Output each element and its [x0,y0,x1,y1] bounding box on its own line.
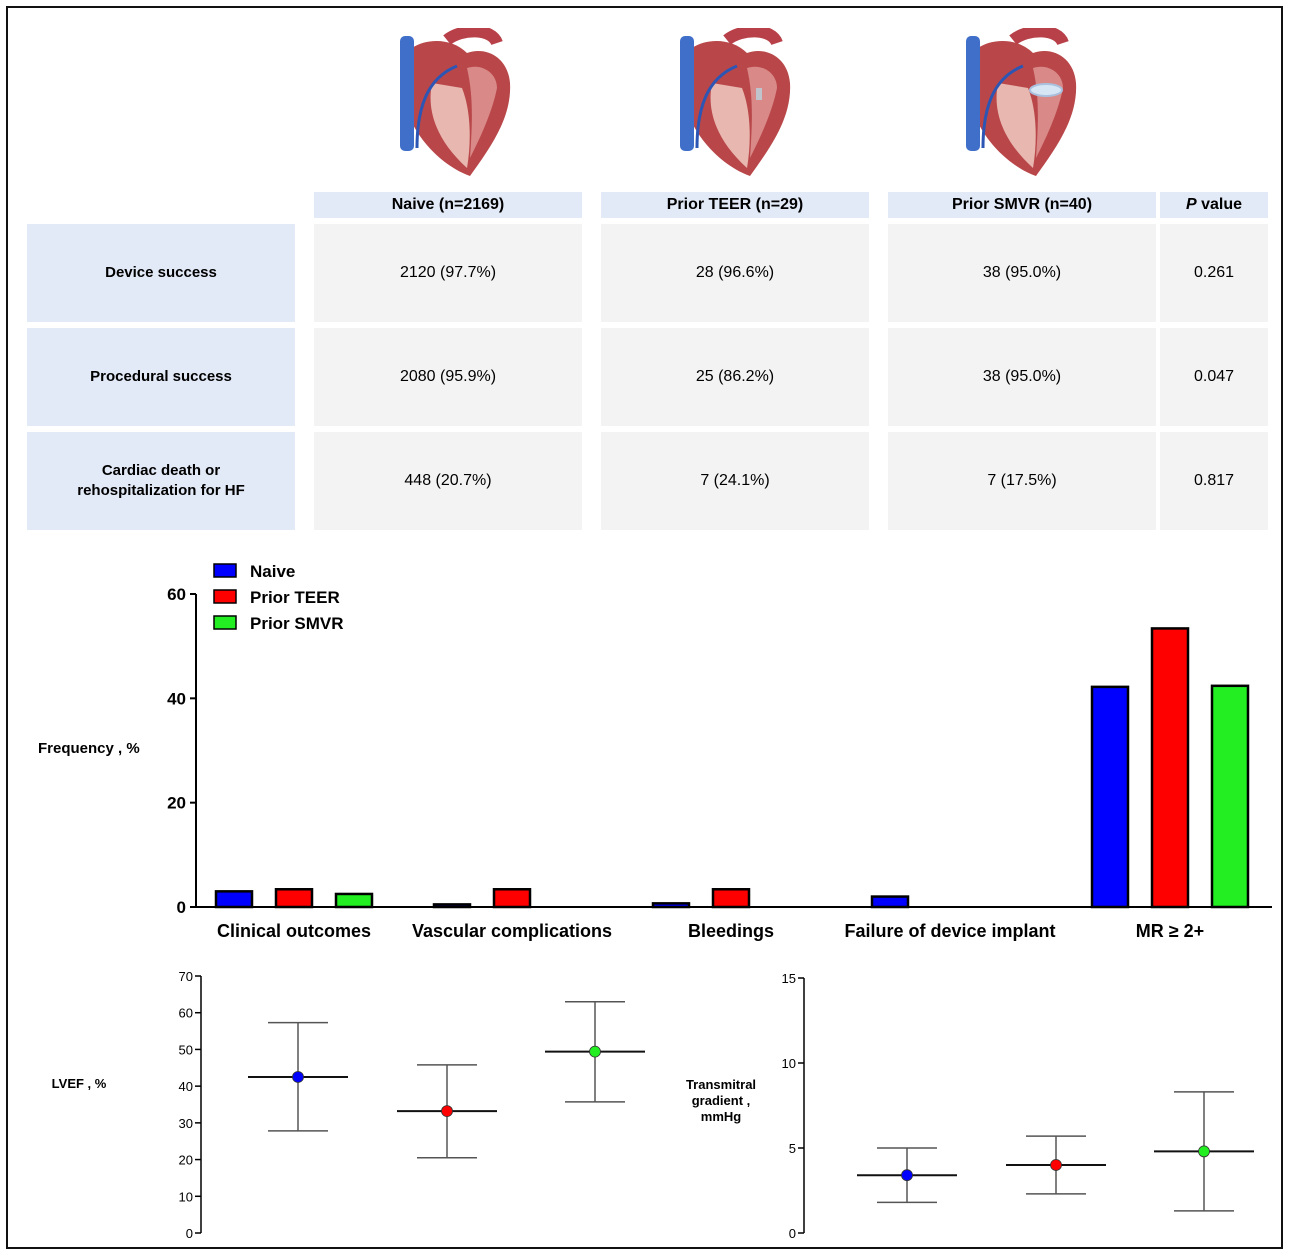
gradient-y-tick-label: 5 [789,1141,796,1156]
bar-y-tick-label: 0 [177,898,186,917]
bar-naive [870,895,910,909]
bar-category-label: Bleedings [688,921,774,941]
gradient-y-axis-label: gradient , [692,1093,751,1108]
legend-label: Naive [250,562,295,581]
gradient-prior-smvr-mean-point [1198,1145,1210,1158]
bar-y-tick-label: 60 [167,585,186,604]
bar-naive [432,903,472,909]
lvef-y-tick-label: 70 [179,969,193,984]
bar-category-label: Failure of device implant [844,921,1055,941]
lvef-prior-teer-mean-point [441,1105,453,1118]
cell-cardiac-teer: 7 (24.1%) [601,432,869,530]
legend-swatch [213,615,237,630]
value-label: value [1201,196,1243,213]
row-label-device-success: Device success [27,224,295,322]
gradient-y-axis-label: Transmitral [686,1077,756,1092]
bar-prior-smvr [334,892,374,909]
lvef-y-tick-label: 0 [186,1226,193,1241]
cell-procedural-p: 0.047 [1160,328,1268,426]
heart-prior-teer-icon [680,28,791,177]
row-label-cardiac-death: Cardiac death or rehospitalization for H… [27,432,295,530]
lvef-naive-mean-point [292,1071,304,1083]
lvef-prior-smvr-mean-point [589,1045,601,1058]
cell-device-naive: 2120 (97.7%) [314,224,582,322]
col-header-naive: Naive (n=2169) [314,192,582,218]
lvef-y-tick-label: 60 [179,1006,193,1021]
bar-prior-teer [711,888,751,909]
bar-naive [1090,685,1130,909]
cell-procedural-naive: 2080 (95.9%) [314,328,582,426]
bar-category-label: Vascular complications [412,921,612,941]
cell-cardiac-p: 0.817 [1160,432,1268,530]
cell-device-smvr: 38 (95.0%) [888,224,1156,322]
bar-y-tick-label: 40 [167,689,186,708]
col-header-p-value: P value [1160,192,1268,218]
bar-prior-teer [274,888,314,909]
legend-label: Prior SMVR [250,614,344,633]
bar-y-axis-label: Frequency , % [38,740,140,757]
gradient-y-axis-label: mmHg [701,1109,742,1124]
bar-naive [651,902,691,909]
cell-cardiac-smvr: 7 (17.5%) [888,432,1156,530]
gradient-y-tick-label: 15 [782,971,796,986]
lvef-y-tick-label: 50 [179,1042,193,1057]
bar-prior-smvr [1210,684,1250,909]
gradient-prior-teer-mean-point [1050,1159,1062,1171]
col-header-prior-smvr: Prior SMVR (n=40) [888,192,1156,218]
lvef-y-tick-label: 30 [179,1116,193,1131]
cell-device-p: 0.261 [1160,224,1268,322]
heart-prior-smvr-icon [966,28,1077,177]
figure-frame [6,6,1283,1249]
legend-swatch [213,563,237,578]
heart-naive-icon [400,28,511,177]
col-header-prior-teer: Prior TEER (n=29) [601,192,869,218]
bar-naive [214,890,254,909]
cell-procedural-teer: 25 (86.2%) [601,328,869,426]
legend-label: Prior TEER [250,588,340,607]
lvef-y-tick-label: 20 [179,1153,193,1168]
lvef-y-axis-label: LVEF , % [52,1076,107,1091]
lvef-y-tick-label: 10 [179,1189,193,1204]
legend-swatch [213,589,237,604]
gradient-y-tick-label: 10 [782,1056,796,1071]
bar-prior-teer [1150,627,1190,909]
lvef-y-tick-label: 40 [179,1079,193,1094]
row-label-procedural-success: Procedural success [27,328,295,426]
cell-cardiac-naive: 448 (20.7%) [314,432,582,530]
cell-procedural-smvr: 38 (95.0%) [888,328,1156,426]
bar-prior-teer [492,888,532,909]
cell-device-teer: 28 (96.6%) [601,224,869,322]
bar-category-label: MR ≥ 2+ [1136,921,1204,941]
p-label: P [1185,196,1197,213]
bar-category-label: Clinical outcomes [217,921,371,941]
gradient-y-tick-label: 0 [789,1226,796,1241]
gradient-naive-mean-point [901,1169,913,1182]
bar-y-tick-label: 20 [167,794,186,813]
